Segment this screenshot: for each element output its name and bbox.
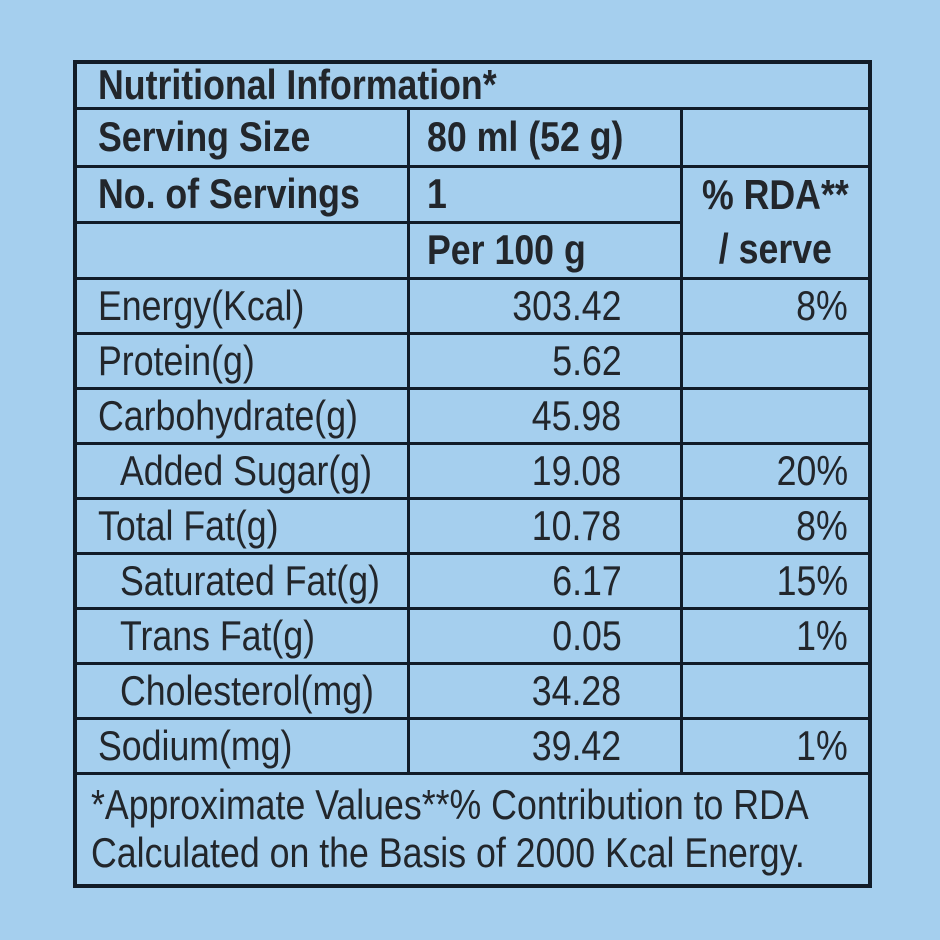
nutrient-label-cell: Trans Fat(g) xyxy=(73,606,410,665)
nutrient-label: Energy(Kcal) xyxy=(98,281,305,329)
per-100g-value-cell: 6.17 xyxy=(406,551,683,610)
per-100g-value: 0.05 xyxy=(552,611,622,659)
serving-size-value-cell: 80 ml (52 g) xyxy=(406,106,683,168)
row-trans-fat: Trans Fat(g) 0.05 1% xyxy=(73,606,872,665)
rda-value: 20% xyxy=(776,446,849,494)
rda-header-cell: % RDA** / serve xyxy=(679,164,872,280)
servings-row: No. of Servings 1 % RDA** / serve xyxy=(73,164,872,280)
row-carbohydrate: Carbohydrate(g) 45.98 xyxy=(73,386,872,445)
per-100g-empty-cell xyxy=(73,220,410,280)
per-100g-value: 45.98 xyxy=(532,391,622,439)
nutrient-label: Added Sugar(g) xyxy=(120,446,373,494)
footnote-row: *Approximate Values**% Contribution to R… xyxy=(73,771,872,888)
per-100g-value-cell: 19.08 xyxy=(406,441,683,500)
rda-value-cell: 15% xyxy=(679,551,872,610)
title-row: Nutritional Information* xyxy=(73,60,872,110)
row-added-sugar: Added Sugar(g) 19.08 20% xyxy=(73,441,872,500)
rda-value: 15% xyxy=(776,556,849,604)
footnote-cell: *Approximate Values**% Contribution to R… xyxy=(73,771,872,888)
footnote-line2: Calculated on the Basis of 2000 Kcal Ene… xyxy=(91,829,805,877)
row-energy: Energy(Kcal) 303.42 8% xyxy=(73,276,872,335)
per-100g-value: 6.17 xyxy=(552,556,622,604)
nutrient-label: Trans Fat(g) xyxy=(120,611,316,659)
nutrient-label: Sodium(mg) xyxy=(98,721,293,769)
per-100g-value-cell: 0.05 xyxy=(406,606,683,665)
rda-header-line2: / serve xyxy=(718,225,832,273)
nutrient-label-cell: Added Sugar(g) xyxy=(73,441,410,500)
rda-value-cell: 1% xyxy=(679,716,872,775)
nutrient-label-cell: Energy(Kcal) xyxy=(73,276,410,335)
nutrient-label-cell: Sodium(mg) xyxy=(73,716,410,775)
nutrient-label: Cholesterol(mg) xyxy=(120,666,374,714)
serving-size-value: 80 ml (52 g) xyxy=(426,113,623,160)
servings-label: No. of Servings xyxy=(98,170,360,218)
per-100g-value-cell: 39.42 xyxy=(406,716,683,775)
per-100g-value: 5.62 xyxy=(552,336,622,384)
nutrient-label: Protein(g) xyxy=(98,336,255,384)
nutrient-label-cell: Cholesterol(mg) xyxy=(73,661,410,720)
per-100g-value-cell: 303.42 xyxy=(406,276,683,335)
nutrient-label-cell: Carbohydrate(g) xyxy=(73,386,410,445)
per-100g-value: 34.28 xyxy=(532,666,622,714)
rda-value-cell: 8% xyxy=(679,496,872,555)
servings-label-cell: No. of Servings xyxy=(73,164,410,224)
rda-value-cell: 8% xyxy=(679,276,872,335)
per-100g-value: 303.42 xyxy=(512,281,622,329)
nutrient-label-cell: Saturated Fat(g) xyxy=(73,551,410,610)
rda-value: 1% xyxy=(796,721,849,769)
table-title-cell: Nutritional Information* xyxy=(73,60,872,110)
rda-value: 8% xyxy=(796,281,849,329)
rda-value-cell xyxy=(679,331,872,390)
per-100g-value: 10.78 xyxy=(532,501,622,549)
row-saturated-fat: Saturated Fat(g) 6.17 15% xyxy=(73,551,872,610)
servings-value-cell: 1 xyxy=(406,164,683,224)
per-100g-value: 19.08 xyxy=(532,446,622,494)
rda-header: % RDA** / serve xyxy=(701,169,849,275)
per-100g-value-cell: 5.62 xyxy=(406,331,683,390)
per-100g-value-cell: 34.28 xyxy=(406,661,683,720)
rda-value-cell xyxy=(679,661,872,720)
row-sodium: Sodium(mg) 39.42 1% xyxy=(73,716,872,775)
per-100g-value-cell: 10.78 xyxy=(406,496,683,555)
servings-value: 1 xyxy=(426,170,447,218)
rda-header-line1: % RDA** xyxy=(701,170,849,218)
per-100g-header-cell: Per 100 g xyxy=(406,220,683,280)
nutrient-label-cell: Protein(g) xyxy=(73,331,410,390)
row-cholesterol: Cholesterol(mg) 34.28 xyxy=(73,661,872,720)
table-title: Nutritional Information* xyxy=(98,62,497,108)
nutrient-label: Saturated Fat(g) xyxy=(120,556,380,604)
rda-value-cell: 1% xyxy=(679,606,872,665)
serving-size-row: Serving Size 80 ml (52 g) xyxy=(73,106,872,168)
per-100g-header-row: Per 100 g xyxy=(73,220,870,280)
nutrition-table: Nutritional Information* Serving Size 80… xyxy=(73,60,873,889)
rda-value: 1% xyxy=(796,611,849,659)
serving-size-label: Serving Size xyxy=(98,113,311,160)
footnote: *Approximate Values**% Contribution to R… xyxy=(91,781,809,878)
rda-value-cell: 20% xyxy=(679,441,872,500)
nutrition-label: Nutritional Information* Serving Size 80… xyxy=(73,60,873,889)
row-protein: Protein(g) 5.62 xyxy=(73,331,872,390)
row-total-fat: Total Fat(g) 10.78 8% xyxy=(73,496,872,555)
serving-size-label-cell: Serving Size xyxy=(73,106,410,168)
rda-value: 8% xyxy=(796,501,849,549)
rda-value-cell xyxy=(679,386,872,445)
nutrient-label: Carbohydrate(g) xyxy=(98,391,358,439)
serving-size-empty-cell xyxy=(679,106,872,168)
per-100g-value-cell: 45.98 xyxy=(406,386,683,445)
nutrient-label: Total Fat(g) xyxy=(98,501,279,549)
per-100g-value: 39.42 xyxy=(532,721,622,769)
nutrient-label-cell: Total Fat(g) xyxy=(73,496,410,555)
per-100g-header: Per 100 g xyxy=(426,226,586,274)
footnote-line1: *Approximate Values**% Contribution to R… xyxy=(91,780,809,828)
